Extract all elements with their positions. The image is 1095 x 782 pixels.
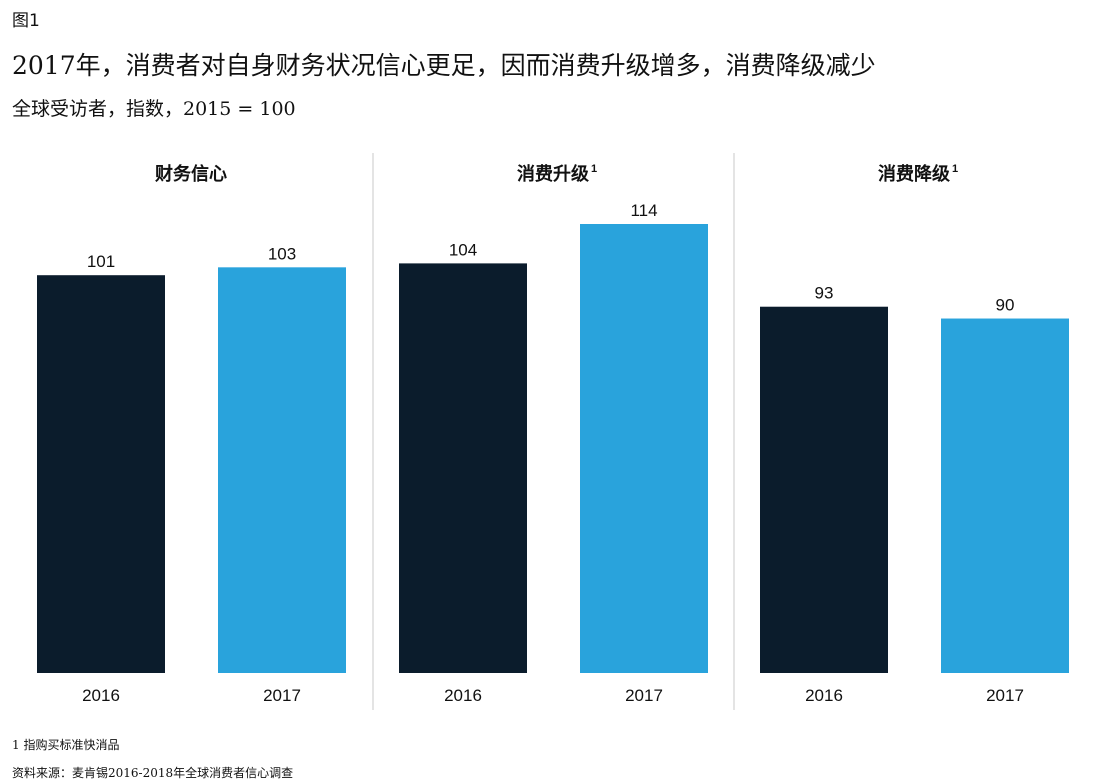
bar-2-2017: [580, 224, 708, 673]
data-label-2-2017: 114: [630, 201, 657, 220]
figure-label: 图1: [12, 11, 40, 31]
data-label-3-2017: 90: [996, 296, 1015, 315]
bar-2-2016: [399, 263, 527, 673]
category-label-1-2016: 2016: [82, 686, 120, 705]
chart-subtitle: 全球受访者，指数，2015 = 100: [12, 98, 296, 120]
panel-title-superscript-2: 1: [591, 163, 597, 175]
category-label-2-2017: 2017: [625, 686, 663, 705]
bar-3-2016: [760, 306, 888, 673]
footnote-source: 资料来源：麦肯锡2016-2018年全球消费者信心调查: [12, 766, 294, 780]
category-label-1-2017: 2017: [263, 686, 301, 705]
category-label-3-2017: 2017: [986, 686, 1024, 705]
panel-title-1: 财务信心: [155, 163, 227, 185]
panel-title-2: 消费升级: [517, 163, 590, 185]
footnote-definition: 1 指购买标准快消品: [12, 738, 120, 752]
bar-3-2017: [941, 318, 1069, 673]
bar-1-2017: [218, 267, 346, 673]
panel-title-superscript-3: 1: [952, 163, 958, 175]
category-label-3-2016: 2016: [805, 686, 843, 705]
panel-title-3: 消费降级: [878, 163, 951, 185]
data-label-2-2016: 104: [449, 240, 477, 259]
data-label-3-2016: 93: [815, 284, 834, 303]
bar-1-2016: [37, 275, 165, 673]
data-label-1-2016: 101: [87, 252, 115, 271]
data-label-1-2017: 103: [268, 244, 296, 263]
category-label-2-2016: 2016: [444, 686, 482, 705]
chart-title: 2017年，消费者对自身财务状况信心更足，因而消费升级增多，消费降级减少: [12, 51, 876, 80]
